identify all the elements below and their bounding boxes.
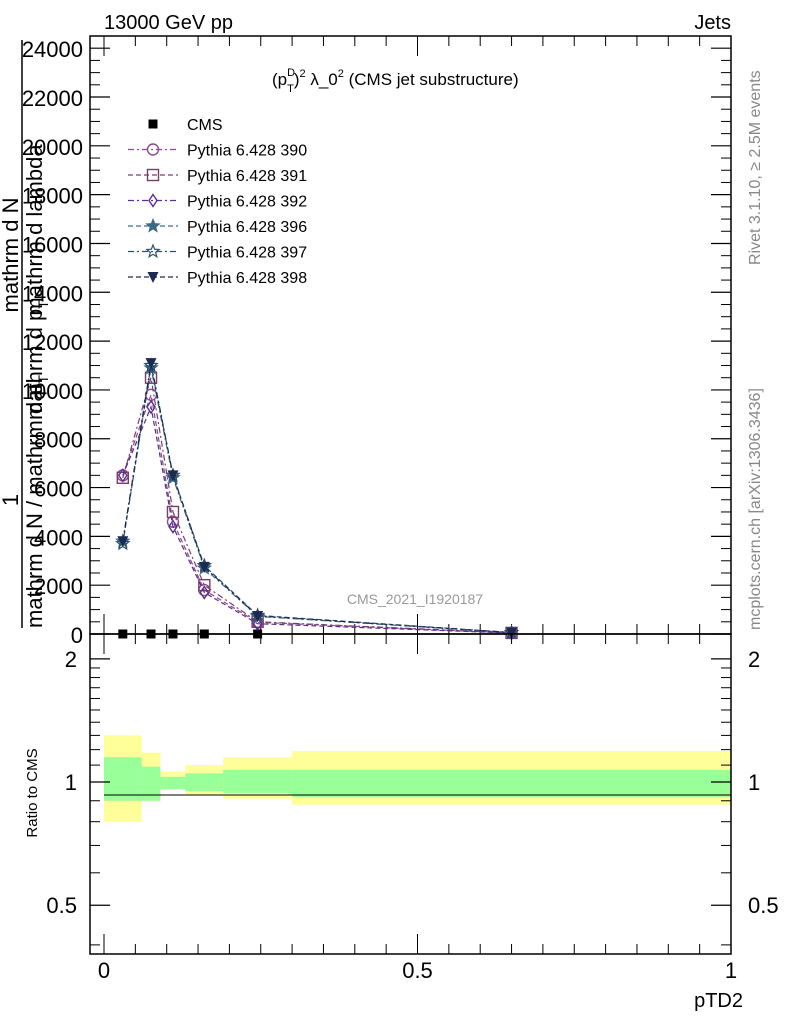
ratio-y-tick-label-right: 1	[748, 770, 760, 795]
chart-title: (pD T)2 λ_02 (CMS jet substructure)	[272, 67, 519, 95]
series-6	[117, 358, 518, 639]
ratio-bands	[104, 735, 731, 822]
legend-label: Pythia 6.428 392	[187, 194, 307, 211]
ratio-inner-band	[223, 770, 293, 794]
legend-label: Pythia 6.428 397	[187, 245, 307, 262]
ratio-plot-frame	[89, 633, 732, 955]
x-tick-label: 0	[98, 958, 110, 983]
data-point	[168, 519, 178, 534]
ratio-inner-band	[141, 766, 161, 801]
series-line	[122, 365, 512, 634]
ratio-inner-band	[185, 773, 224, 792]
series-line	[122, 404, 512, 634]
y-label-inner-fraction-bottom: mathrm d pT	[22, 300, 51, 420]
main-y-tick-label: 14000	[22, 281, 83, 306]
legend-label: Pythia 6.428 398	[187, 270, 307, 287]
y-label-denominator: mathrm d N / mathrm d pT	[22, 374, 51, 628]
legend-marker	[146, 168, 160, 182]
data-point	[252, 616, 263, 632]
main-y-tick-label: 2000	[34, 574, 83, 599]
main-panel: 0 2000 4000 6000 8000 10000 12000 14000 16000 180…	[22, 35, 732, 648]
legend-label: Pythia 6.428 390	[187, 143, 307, 160]
header-right: Jets	[694, 12, 731, 34]
data-point	[198, 561, 210, 573]
x-axis-label: pTD2	[694, 990, 743, 1012]
data-point	[117, 536, 129, 548]
legend-marker	[145, 243, 161, 259]
data-point	[144, 371, 158, 384]
data-point	[198, 578, 211, 592]
main-y-label: 1 mathrm d N / mathrm d pT mathrm d N ma…	[0, 40, 51, 628]
ratio-y-tick-label: 2	[65, 647, 77, 672]
ratio-inner-band	[160, 776, 186, 790]
data-point	[252, 610, 264, 622]
series-line	[122, 362, 512, 634]
ratio-inner-band	[104, 757, 142, 801]
ratio-y-tick-label: 1	[65, 770, 77, 795]
data-point	[145, 358, 157, 370]
legend-label: Pythia 6.428 391	[187, 168, 307, 185]
legend: CMS Pythia 6.428 390 Pythia 6.428 391 Pythi…	[128, 117, 307, 287]
legend-label: CMS	[187, 117, 223, 134]
ratio-panel: 0.5 0.51 12 2 0 0.5 1 Ratio to CMS pTD2	[24, 633, 779, 1012]
main-y-tick-label: 24000	[22, 37, 83, 62]
x-tick-label: 1	[725, 958, 737, 983]
data-point	[506, 627, 518, 639]
main-series-layer	[115, 357, 520, 641]
data-point	[116, 471, 130, 484]
main-y-tick-label: 20000	[22, 135, 83, 160]
data-point	[146, 399, 156, 415]
data-point	[199, 585, 210, 600]
legend-marker	[145, 217, 161, 233]
data-point	[117, 468, 128, 483]
legend-marker	[146, 143, 160, 156]
y-label-numerator-one: 1	[0, 494, 23, 506]
x-tick-label: 0.5	[402, 958, 433, 983]
data-point	[166, 505, 180, 519]
ratio-y-tick-label: 0.5	[46, 893, 77, 918]
ratio-y-axis: 0.5 0.5 1 1 2 2	[46, 647, 779, 946]
legend-marker	[148, 119, 158, 129]
series-line	[122, 377, 512, 634]
series-line	[122, 392, 512, 634]
main-y-tick-label: 12000	[22, 330, 83, 355]
main-y-tick-label: 0	[71, 623, 83, 648]
data-point	[167, 470, 179, 482]
main-y-tick-label: 6000	[34, 477, 83, 502]
main-y-tick-label: 16000	[22, 232, 83, 257]
main-y-axis: 0 2000 4000 6000 8000 10000 12000 14000 16000 180…	[22, 36, 732, 648]
ratio-y-label: Ratio to CMS	[24, 748, 41, 837]
legend-label: Pythia 6.428 396	[187, 219, 307, 236]
analysis-watermark: CMS_2021_I1920187	[347, 591, 483, 607]
main-y-tick-label: 4000	[34, 525, 83, 550]
legend-marker	[147, 272, 159, 283]
rivet-label: Rivet 3.1.10, ≥ 2.5M events	[747, 70, 764, 265]
ratio-y-tick-label-right: 2	[748, 647, 760, 672]
mcplots-label: mcplots.cern.ch [arXiv:1306.3436]	[747, 388, 764, 630]
ratio-y-tick-label-right: 0.5	[748, 893, 779, 918]
y-label-lambda: mathrm d lambda	[22, 144, 47, 316]
main-y-tick-label: 18000	[22, 184, 83, 209]
header-left: 13000 GeV pp	[104, 12, 233, 34]
legend-marker	[148, 193, 158, 208]
ratio-inner-band	[292, 770, 731, 797]
main-y-tick-label: 10000	[22, 379, 83, 404]
ratio-x-axis: 0 0.5 1	[98, 634, 737, 983]
main-y-tick-label: 8000	[34, 428, 83, 453]
y-label-inner-fraction-top: mathrm d N	[0, 198, 23, 313]
main-y-tick-label: 22000	[22, 86, 83, 111]
